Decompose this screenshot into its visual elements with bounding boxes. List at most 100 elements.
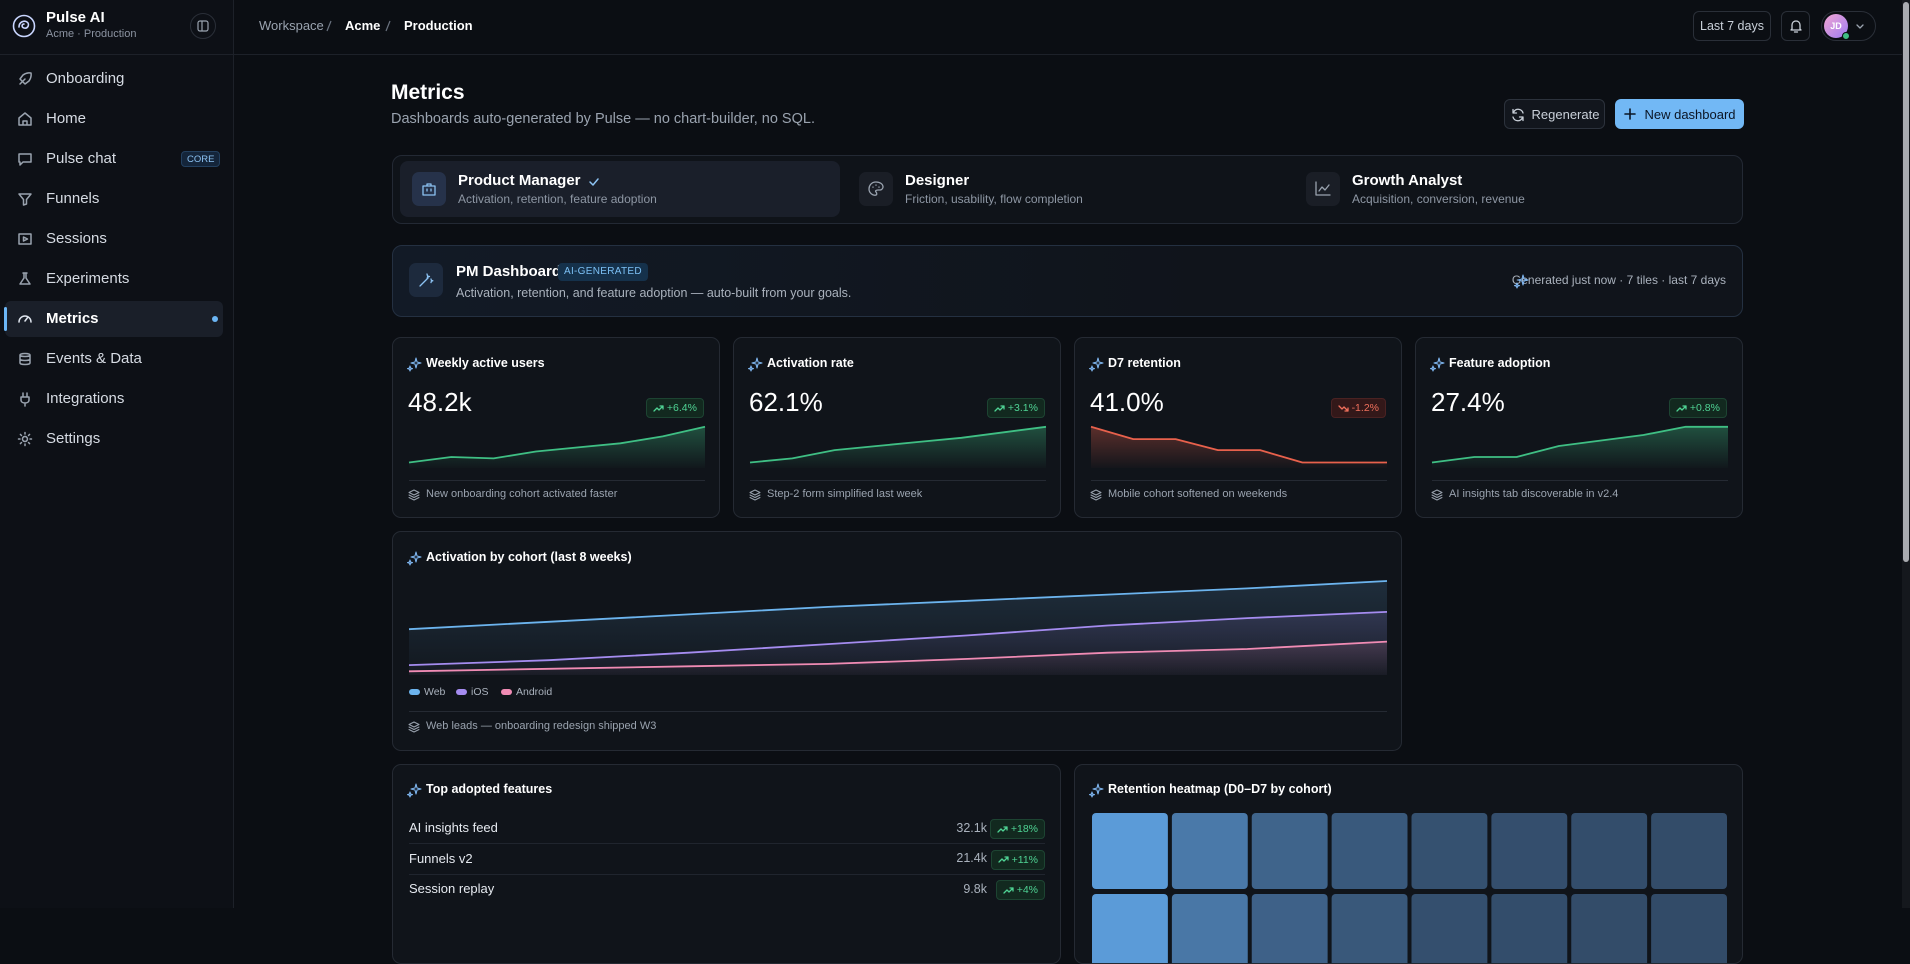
heatmap-cell <box>1491 813 1568 889</box>
feature-name: Funnels v2 <box>409 850 473 866</box>
icon-path <box>653 404 664 412</box>
delta-text: -1.2% <box>1351 402 1379 414</box>
nav-item[interactable] <box>5 181 223 217</box>
account-menu[interactable] <box>1821 11 1876 41</box>
workspace: Acme · Production <box>46 28 137 40</box>
nav-label: Settings <box>46 430 101 447</box>
heatmap-cell <box>1491 894 1568 963</box>
icon-path <box>1429 357 1445 372</box>
nav-item[interactable] <box>5 301 223 337</box>
icon-path <box>1624 108 1637 120</box>
heatmap-card: Retention heatmap (D0–D7 by cohort) <box>1074 764 1743 964</box>
breadcrumb-item[interactable]: Workspace <box>259 18 324 34</box>
tile-title: Weekly active users <box>426 355 545 370</box>
nav-active-bar <box>4 307 7 331</box>
icon-path <box>997 825 1008 833</box>
icon <box>19 272 31 285</box>
icon-path <box>408 489 420 501</box>
nav-item[interactable] <box>5 221 223 257</box>
chart-note: Web leads — onboarding redesign shipped … <box>426 720 657 733</box>
icon-path <box>19 272 31 285</box>
heatmap-cell <box>1571 813 1648 889</box>
nav-item[interactable] <box>5 421 223 457</box>
icon <box>997 856 1009 863</box>
delta-badge: +11% <box>990 849 1045 870</box>
regenerate-button[interactable]: Regenerate <box>1504 99 1605 129</box>
delta-badge: +6.4% <box>645 398 704 418</box>
tile-note: New onboarding cohort activated faster <box>426 488 618 501</box>
icon <box>406 551 422 566</box>
icon <box>408 721 420 733</box>
divider <box>750 480 1046 481</box>
sparkline <box>749 425 1047 468</box>
kpi-tile: Activation rate 62.1% +3.1% Step-2 form sim… <box>733 337 1061 518</box>
heatmap-cell <box>1251 894 1328 963</box>
icon <box>406 357 422 372</box>
tile-note: Mobile cohort softened on weekends <box>1108 488 1288 501</box>
date-range-button[interactable]: Last 7 days <box>1693 11 1771 41</box>
heatmap-cell <box>1331 813 1408 889</box>
heatmap <box>1092 813 1727 963</box>
icon <box>1513 274 1529 289</box>
cohort-card: Activation by cohort (last 8 weeks) Web iO… <box>392 531 1402 751</box>
heatmap-cell <box>1251 813 1328 889</box>
icon <box>1431 489 1443 501</box>
icon-path <box>747 357 763 372</box>
nav-dot <box>212 316 218 322</box>
icon-path <box>749 489 761 501</box>
notifications-button[interactable] <box>1781 11 1810 41</box>
icon <box>18 233 32 245</box>
tile-title: Feature adoption <box>1449 355 1551 370</box>
nav-item[interactable] <box>5 101 223 137</box>
legend-swatch <box>409 689 420 695</box>
heatmap-cell <box>1651 894 1727 963</box>
feature-count: 32.1k <box>956 820 987 835</box>
line <box>408 425 706 464</box>
collapse-button[interactable] <box>190 13 216 39</box>
nav-label: Experiments <box>46 270 130 287</box>
area <box>409 426 705 468</box>
new-dashboard-button[interactable]: New dashboard <box>1615 99 1744 129</box>
separator-line <box>326 20 332 32</box>
icon <box>1090 489 1102 501</box>
nav-label: Pulse chat <box>46 150 117 167</box>
scrollbar-thumb[interactable] <box>1903 2 1909 562</box>
icon-path <box>1431 489 1443 501</box>
heatmap-cell <box>1092 813 1168 889</box>
icon-path <box>1088 783 1104 798</box>
separator-line <box>385 20 391 32</box>
nav-label: Events & Data <box>46 350 142 367</box>
topbar-border <box>0 54 1902 55</box>
icon-path <box>868 181 884 196</box>
icon <box>1789 20 1802 33</box>
delta-badge: -1.2% <box>1330 398 1386 418</box>
breadcrumb-item[interactable]: Production <box>404 18 473 34</box>
icon <box>19 72 32 85</box>
button-label: Regenerate <box>1531 106 1600 122</box>
icon-path <box>588 177 599 186</box>
nav-label: Onboarding <box>46 70 125 87</box>
persona-description: Friction, usability, flow completion <box>905 191 1083 206</box>
icon <box>20 392 30 407</box>
icon-path <box>18 315 32 323</box>
persona-description: Activation, retention, feature adoption <box>458 191 657 206</box>
dashboard-meta: Generated just now · 7 tiles · last 7 da… <box>1511 272 1726 287</box>
sparkline <box>1090 425 1387 468</box>
logo <box>12 14 36 38</box>
breadcrumb-item[interactable]: Acme <box>345 18 381 34</box>
tile-title: D7 retention <box>1108 355 1181 370</box>
dashboard-name: PM Dashboard <box>456 263 562 280</box>
row-divider <box>409 843 1045 844</box>
nav-label: Metrics <box>46 310 99 327</box>
icon <box>1088 357 1104 372</box>
tile-value: 62.1% <box>749 387 823 418</box>
icon <box>408 489 420 501</box>
icon-path <box>1090 489 1102 501</box>
icon-path <box>422 183 436 196</box>
line <box>408 611 1388 666</box>
persona-icon-box <box>859 172 893 206</box>
heatmap-cell <box>1411 894 1488 963</box>
icon-path <box>1088 357 1104 372</box>
icon <box>18 193 32 206</box>
